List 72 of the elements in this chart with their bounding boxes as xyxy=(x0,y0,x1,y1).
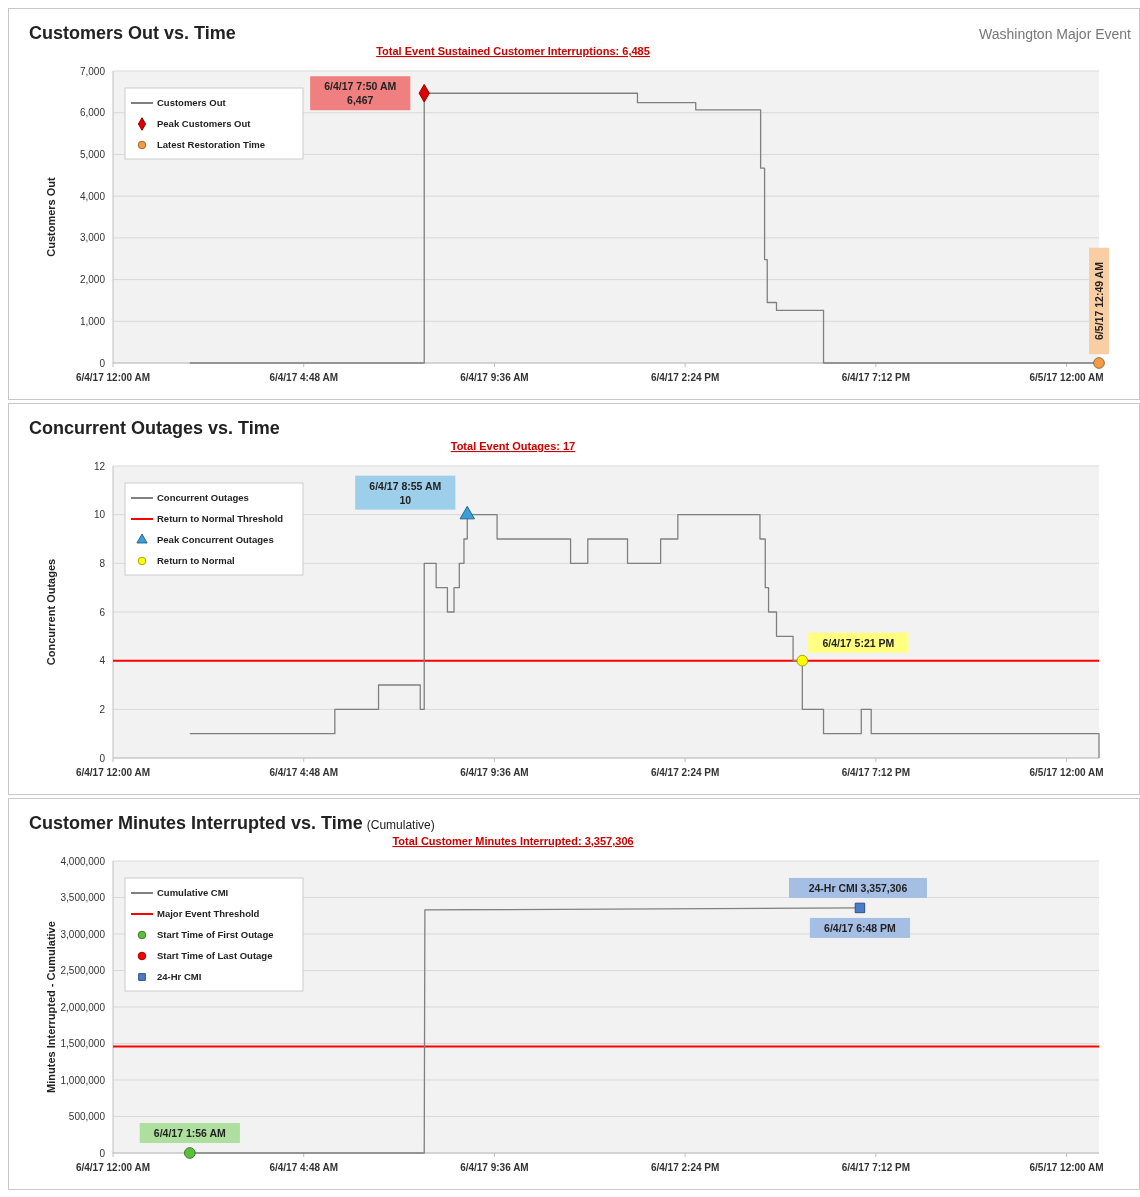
legend-label: Return to Normal xyxy=(157,555,235,567)
y-tick-label: 500,000 xyxy=(68,1111,106,1122)
legend-label: Return to Normal Threshold xyxy=(157,513,284,525)
y-tick-label: 2,000,000 xyxy=(60,1001,106,1013)
y-tick-label: 1,500,000 xyxy=(60,1038,106,1049)
x-tick-label: 6/5/17 12:00 AM xyxy=(1029,1162,1104,1173)
x-tick-label: 6/4/17 2:24 PM xyxy=(650,767,720,778)
legend-label: Start Time of First Outage xyxy=(157,929,274,941)
chart-title: Customer Minutes Interrupted vs. Time xyxy=(29,813,363,833)
x-tick-label: 6/4/17 7:12 PM xyxy=(841,767,911,778)
legend-label: Peak Customers Out xyxy=(157,118,252,130)
x-tick-label: 6/4/17 4:48 AM xyxy=(269,767,338,778)
text: Total Customer Minutes Interrupted: 3,357,306 xyxy=(392,835,634,847)
y-axis-title: Minutes Interrupted - Cumulative xyxy=(45,921,57,1093)
y-tick-label: 3,000 xyxy=(79,232,106,244)
x-tick-label: 6/4/17 4:48 AM xyxy=(269,372,338,383)
annotation: 6/5/17 12:49 AM xyxy=(1093,261,1105,340)
annotation: 6/4/17 7:50 AM 6,467 xyxy=(324,80,397,107)
x-tick-label: 6/4/17 9:36 AM xyxy=(460,1162,529,1173)
y-tick-label: 7,000 xyxy=(79,65,106,77)
annotation: 24-Hr CMI 3,357,306 xyxy=(808,881,908,894)
x-tick-label: 6/5/17 12:00 AM xyxy=(1029,372,1104,383)
legend-label: Peak Concurrent Outages xyxy=(157,534,274,546)
x-tick-label: 6/4/17 12:00 AM xyxy=(75,372,151,383)
y-tick-label: 3,000,000 xyxy=(60,928,106,940)
y-tick-label: 3,500,000 xyxy=(60,892,106,903)
x-tick-label: 6/4/17 9:36 AM xyxy=(460,372,529,383)
legend-label: Latest Restoration Time xyxy=(157,139,266,151)
y-tick-label: 4 xyxy=(99,655,106,667)
y-axis-title: Concurrent Outages xyxy=(45,558,57,666)
text: Total Event Sustained Customer Interruptions: 6,485 xyxy=(376,45,650,57)
y-tick-label: 10 xyxy=(93,509,106,521)
y-tick-label: 2 xyxy=(99,703,106,715)
x-tick-label: 6/4/17 12:00 AM xyxy=(75,767,151,778)
chart-subtitle: (Cumulative) xyxy=(366,818,435,832)
y-tick-label: 0 xyxy=(99,1147,106,1159)
x-tick-label: 6/4/17 2:24 PM xyxy=(650,1162,720,1173)
x-tick-label: 6/4/17 2:24 PM xyxy=(650,372,720,383)
x-tick-label: 6/4/17 7:12 PM xyxy=(841,1162,911,1173)
text: Washington Major Event xyxy=(979,26,1132,42)
y-tick-label: 12 xyxy=(93,460,106,472)
y-tick-label: 4,000 xyxy=(79,190,106,202)
y-tick-label: 0 xyxy=(99,752,106,764)
legend-label: Cumulative CMI xyxy=(157,887,229,899)
annotation: 6/4/17 6:48 PM xyxy=(824,921,897,934)
legend-label: Customers Out xyxy=(157,97,227,109)
legend-label: Concurrent Outages xyxy=(157,492,249,504)
legend-label: Start Time of Last Outage xyxy=(157,950,273,962)
annotation: 6/4/17 1:56 AM xyxy=(153,1127,227,1139)
y-tick-label: 2,000 xyxy=(79,274,106,286)
x-tick-label: 6/4/17 4:48 AM xyxy=(269,1162,338,1173)
legend-label: Major Event Threshold xyxy=(157,908,260,920)
y-tick-label: 4,000,000 xyxy=(60,855,106,867)
y-tick-label: 1,000,000 xyxy=(60,1074,106,1086)
y-tick-label: 8 xyxy=(99,557,106,569)
y-tick-label: 0 xyxy=(99,357,106,369)
x-tick-label: 6/4/17 9:36 AM xyxy=(460,767,529,778)
y-tick-label: 6 xyxy=(99,606,106,618)
chart-title: Customers Out vs. Time xyxy=(29,23,236,43)
y-axis-title: Customers Out xyxy=(45,176,57,257)
chart-title: Concurrent Outages vs. Time xyxy=(29,418,280,438)
legend-label: 24-Hr CMI xyxy=(157,971,202,983)
x-tick-label: 6/5/17 12:00 AM xyxy=(1029,767,1104,778)
y-tick-label: 6,000 xyxy=(79,107,106,119)
x-tick-label: 6/4/17 7:12 PM xyxy=(841,372,911,383)
text: Total Event Outages: 17 xyxy=(450,440,576,452)
y-tick-label: 5,000 xyxy=(79,148,106,160)
y-tick-label: 2,500,000 xyxy=(60,965,106,976)
x-tick-label: 6/4/17 12:00 AM xyxy=(75,1162,151,1173)
annotation: 6/4/17 5:21 PM xyxy=(822,636,895,649)
annotation: 6/4/17 8:55 AM 10 xyxy=(369,479,442,506)
y-tick-label: 1,000 xyxy=(79,315,106,327)
